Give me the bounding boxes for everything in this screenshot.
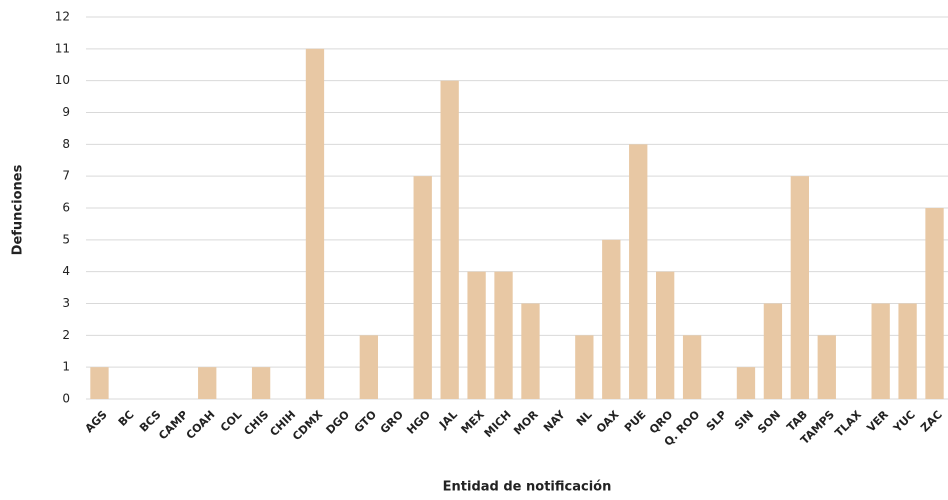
bar [629,144,648,399]
bar [413,176,432,399]
x-tick-label: DGO [324,408,353,437]
bar [898,303,917,399]
bar [817,335,836,399]
bar [871,303,890,399]
bar [763,303,783,399]
y-tick-label: 7 [62,169,70,183]
bar [467,271,486,399]
x-tick-label: SLP [704,408,729,433]
y-tick-label: 4 [62,264,70,278]
x-tick-label: TLAX [832,408,864,440]
bar [575,335,594,399]
bar [521,303,540,399]
x-tick-label: SON [755,408,783,436]
x-tick-label: PUE [622,408,649,435]
x-tick-label: AGS [83,408,110,435]
bar [440,80,459,400]
bar [925,208,944,399]
x-tick-label: BC [116,408,137,429]
x-tick-label: MICH [482,408,514,440]
y-tick-label: 6 [62,201,70,215]
x-tick-label: MOR [511,408,541,438]
y-tick-label: 3 [62,296,70,310]
y-tick-label: 2 [62,328,70,342]
x-tick-label: SIN [732,408,756,432]
y-tick-label: 8 [62,137,70,151]
x-axis-title: Entidad de notificación [443,480,612,495]
x-tick-label: ZAC [918,408,945,435]
x-tick-label: NAY [541,407,568,434]
x-tick-label: CDMX [290,408,325,443]
y-tick-label: 11 [55,41,70,55]
bar [790,176,810,399]
y-tick-label: 9 [62,105,70,119]
bar [90,367,109,399]
bar [198,367,217,399]
x-tick-label: NL [574,408,595,429]
x-tick-label: GRO [378,408,406,436]
y-tick-label: 5 [62,232,70,246]
bar [494,271,513,399]
x-tick-label: JAL [436,408,460,432]
x-tick-label: HGO [404,408,433,437]
bar [682,335,702,399]
x-tick-label: COAH [184,408,218,442]
x-tick-label: YUC [890,408,918,436]
x-tick-label: VER [864,408,891,435]
y-axis-title: Defunciones [11,164,26,255]
bar [602,239,621,399]
y-tick-label: 10 [55,73,70,87]
x-tick-label: COL [218,408,244,434]
bar [655,271,675,399]
bar [359,335,379,399]
x-tick-label: CAMP [156,408,190,442]
bar [736,367,756,399]
x-tick-label: GTO [352,408,379,435]
y-tick-label: 0 [62,392,70,406]
y-tick-label: 1 [62,360,70,374]
y-tick-label: 12 [55,10,70,24]
x-tick-label: CHIS [241,408,271,438]
bar [251,367,271,399]
x-tick-label: OAX [594,408,622,436]
bar [305,48,325,399]
